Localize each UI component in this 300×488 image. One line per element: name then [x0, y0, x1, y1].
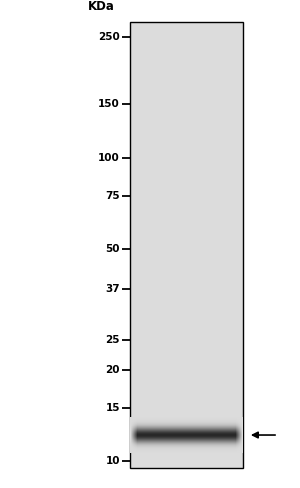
Text: 20: 20 — [106, 365, 120, 375]
Text: 15: 15 — [106, 403, 120, 413]
Text: KDa: KDa — [88, 0, 115, 14]
Text: 37: 37 — [105, 284, 120, 294]
Text: 100: 100 — [98, 153, 120, 163]
Text: 150: 150 — [98, 99, 120, 109]
Text: 25: 25 — [106, 335, 120, 346]
Bar — [130, 22, 243, 468]
Text: 75: 75 — [105, 191, 120, 201]
Text: 50: 50 — [106, 244, 120, 254]
Text: 10: 10 — [106, 456, 120, 466]
Text: 250: 250 — [98, 32, 120, 42]
